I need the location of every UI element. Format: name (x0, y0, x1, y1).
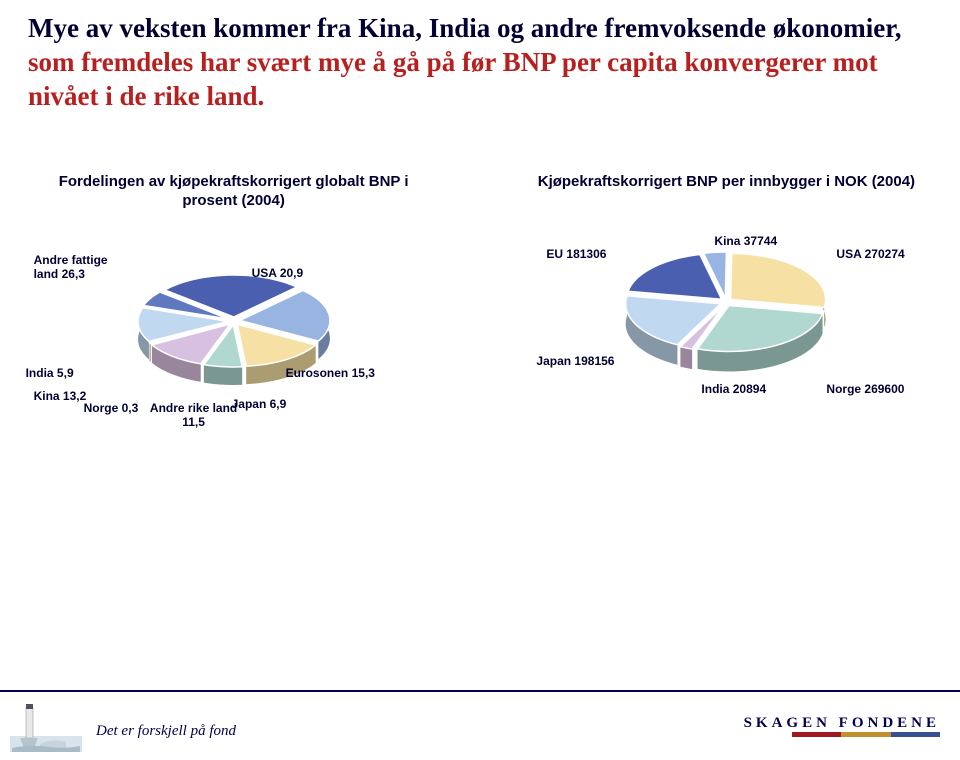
brand-stripe-1 (792, 732, 841, 737)
label-japan-r: Japan 198156 (536, 354, 614, 368)
label-india: India 5,9 (26, 366, 74, 380)
chart-left: Fordelingen av kjøpekraftskorrigert glob… (40, 173, 427, 441)
lighthouse-icon (10, 700, 82, 752)
brand-stripe-2 (841, 732, 890, 737)
headline-part1: Mye av veksten kommer fra Kina, India og… (28, 13, 902, 43)
brand-text: SKAGEN FONDENE (744, 715, 940, 732)
brand-underline (792, 732, 940, 737)
chart-left-title: Fordelingen av kjøpekraftskorrigert glob… (40, 173, 427, 211)
footer-left: Det er forskjell på fond (10, 700, 236, 752)
chart-right-pie: EU 181306 Kina 37744 USA 270274 Norge 26… (526, 222, 926, 422)
chart-right-title: Kjøpekraftskorrigert BNP per innbygger i… (538, 173, 915, 192)
label-andre-fattige: Andre fattige land 26,3 (34, 253, 124, 281)
chart-right: Kjøpekraftskorrigert BNP per innbygger i… (533, 173, 920, 441)
label-india-r: India 20894 (701, 382, 766, 396)
label-norge-r: Norge 269600 (826, 382, 904, 396)
label-andre-rike: Andre rike land 11,5 (144, 401, 244, 429)
slide: Mye av veksten kommer fra Kina, India og… (0, 0, 960, 760)
headline-accent: som fremdeles har svært mye å gå på før … (28, 47, 878, 111)
label-norge: Norge 0,3 (84, 401, 139, 415)
title-block: Mye av veksten kommer fra Kina, India og… (0, 0, 960, 113)
label-usa-r: USA 270274 (836, 247, 904, 261)
label-eu: EU 181306 (546, 247, 606, 261)
brand-logo: SKAGEN FONDENE (744, 715, 940, 737)
brand-stripe-3 (891, 732, 940, 737)
footer: Det er forskjell på fond SKAGEN FONDENE (0, 690, 960, 760)
chart-left-pie: Andre fattige land 26,3 USA 20,9 Euroson… (34, 241, 434, 441)
label-kina: Kina 37744 (714, 234, 777, 248)
label-eurosonen: Eurosonen 15,3 (286, 366, 375, 380)
label-kina: Kina 13,2 (34, 389, 87, 403)
headline: Mye av veksten kommer fra Kina, India og… (28, 12, 920, 113)
charts-row: Fordelingen av kjøpekraftskorrigert glob… (0, 113, 960, 441)
label-usa: USA 20,9 (252, 266, 304, 280)
footer-caption: Det er forskjell på fond (96, 723, 236, 740)
